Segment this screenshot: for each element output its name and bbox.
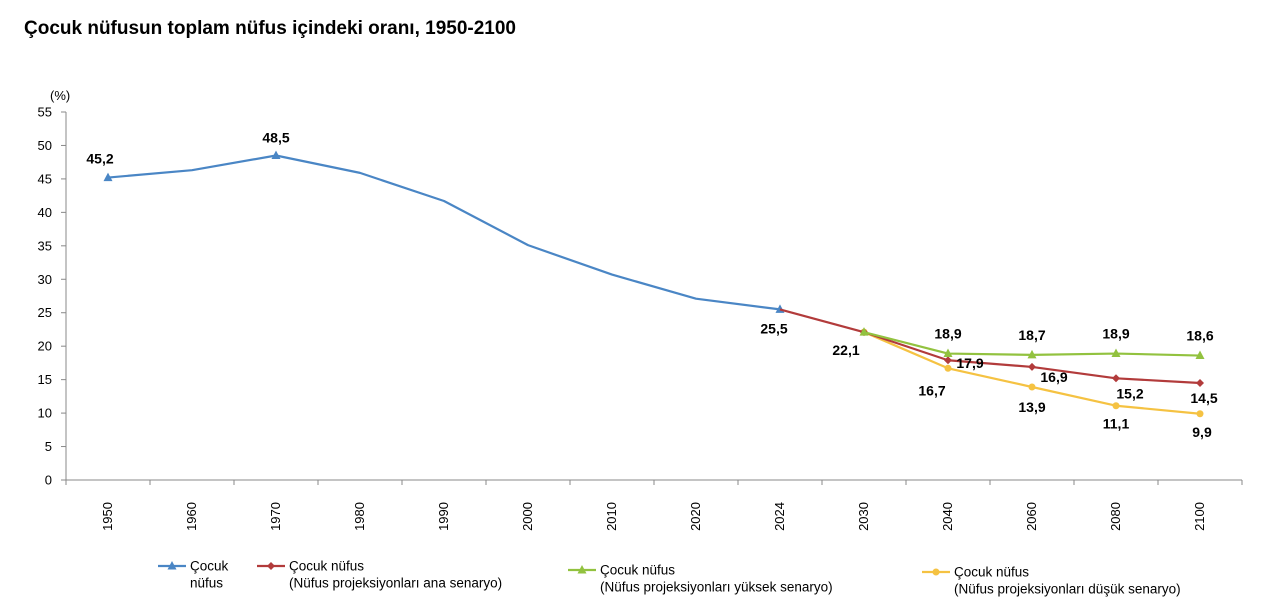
data-label: 15,2 (1116, 385, 1143, 401)
data-label: 45,2 (86, 151, 113, 167)
data-label: 48,5 (262, 129, 289, 145)
legend-label-line1: Çocuk nüfus (600, 563, 675, 578)
legend-label-line2: (Nüfus projeksiyonları ana senaryo) (289, 576, 502, 591)
y-tick-label: 50 (38, 138, 52, 153)
data-point (944, 356, 952, 365)
x-tick-label: 1950 (100, 502, 115, 531)
x-tick-label: 1960 (184, 502, 199, 531)
data-point (1196, 378, 1204, 387)
legend-item-0: Çocuk nüfus (158, 559, 229, 591)
data-label: 18,6 (1186, 328, 1213, 344)
legend-label-line2: nüfus (190, 576, 223, 591)
y-tick-label: 5 (45, 439, 52, 454)
legend-item-1: Çocuk nüfus (Nüfus projeksiyonları ana se… (257, 559, 502, 591)
x-tick-label: 2060 (1024, 502, 1039, 531)
legend-label-line2: (Nüfus projeksiyonları yüksek senaryo) (600, 580, 833, 595)
legend-item-2: Çocuk nüfus (Nüfus projeksiyonları yüksek… (568, 563, 833, 595)
series-0 (103, 150, 785, 313)
legend-item-3: Çocuk nüfus (Nüfus projeksiyonları düşük … (922, 565, 1181, 597)
data-point (1112, 374, 1120, 383)
x-tick-label: 2080 (1108, 502, 1123, 531)
data-label: 13,9 (1018, 399, 1045, 415)
series-2 (859, 327, 1205, 360)
data-point (1112, 402, 1120, 410)
y-tick-label: 0 (45, 473, 52, 488)
x-tick-label: 1990 (436, 502, 451, 531)
x-tick-label: 2010 (604, 502, 619, 531)
y-tick-label: 30 (38, 272, 52, 287)
y-tick-label: 15 (38, 372, 52, 387)
series-line (779, 308, 1201, 385)
x-tick-label: 2030 (856, 502, 871, 531)
y-axis-label: (%) (50, 88, 70, 103)
x-tick-label: 2040 (940, 502, 955, 531)
data-label: 17,9 (956, 355, 983, 371)
chart-data-labels: 45,2 48,5 25,5 22,1 17,9 16,9 15,2 14,5 18,9 18,7… (86, 129, 1217, 439)
data-label: 25,5 (760, 320, 787, 336)
data-label: 22,1 (832, 342, 859, 358)
data-label: 16,9 (1040, 369, 1067, 385)
y-tick-label: 55 (38, 105, 52, 120)
legend-label-line1: Çocuk nüfus (289, 559, 364, 574)
x-tick-label: 1970 (268, 502, 283, 531)
data-point (271, 150, 281, 159)
data-label: 18,7 (1018, 327, 1045, 343)
series-1 (779, 308, 1204, 387)
x-tick-label: 1980 (352, 502, 367, 531)
data-point (1028, 362, 1036, 371)
legend-swatch-marker (267, 562, 275, 570)
data-point (1111, 348, 1121, 358)
data-label: 9,9 (1192, 424, 1212, 440)
chart-title: Çocuk nüfusun toplam nüfus içindeki oran… (24, 18, 516, 39)
data-label: 18,9 (1102, 326, 1129, 342)
data-point (859, 327, 869, 336)
series-line (107, 154, 781, 311)
data-label: 18,9 (934, 326, 961, 342)
data-label: 16,7 (918, 382, 945, 398)
data-point (1027, 349, 1037, 359)
legend-label-line2: (Nüfus projeksiyonları düşük senaryo) (954, 582, 1181, 597)
y-tick-label: 45 (38, 171, 52, 186)
data-point (1195, 350, 1205, 360)
y-tick-label: 40 (38, 205, 52, 220)
legend-label-line1: Çocuk (190, 559, 229, 574)
x-tick-label: 2020 (688, 502, 703, 531)
chart-axes: 0 5 10 15 20 25 30 35 40 45 50 55 (%) 1950 1960 1970 198… (38, 88, 1243, 531)
legend-label-line1: Çocuk nüfus (954, 565, 1029, 580)
y-tick-label: 20 (38, 339, 52, 354)
data-point (103, 172, 113, 182)
x-tick-label: 2000 (520, 502, 535, 531)
data-point (943, 348, 953, 358)
data-point (944, 364, 952, 372)
chart-lines (103, 150, 1205, 418)
y-tick-label: 35 (38, 238, 52, 253)
data-point (1028, 383, 1036, 391)
data-point (1196, 410, 1204, 418)
series-3 (860, 328, 1204, 418)
legend-swatch-marker (577, 565, 587, 574)
y-tick-label: 10 (38, 406, 52, 421)
data-label: 14,5 (1190, 390, 1217, 406)
legend-swatch-marker (932, 568, 940, 576)
x-tick-label: 2100 (1192, 502, 1207, 531)
y-tick-label: 25 (38, 305, 52, 320)
data-label: 11,1 (1103, 416, 1130, 432)
legend-swatch-marker (167, 561, 177, 570)
x-tick-label: 2024 (772, 502, 787, 531)
